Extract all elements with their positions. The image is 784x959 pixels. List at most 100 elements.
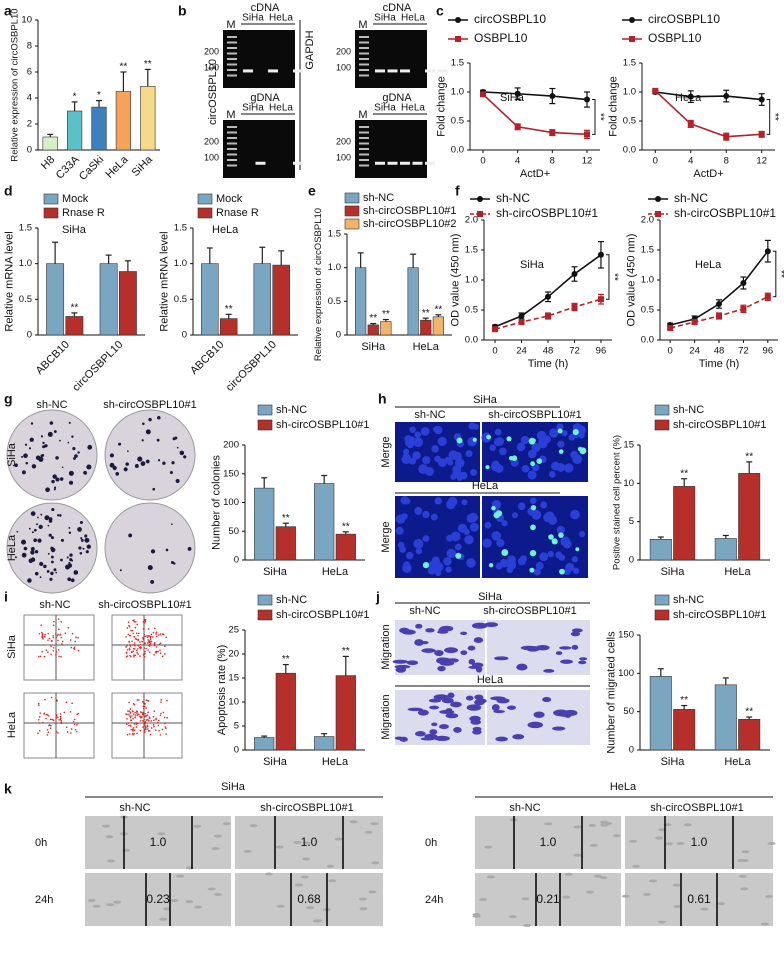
gel-lane: SiHa bbox=[374, 103, 396, 114]
line bbox=[494, 298, 602, 330]
legend-swatch bbox=[654, 594, 670, 606]
event bbox=[134, 711, 136, 714]
size-label: 100 bbox=[336, 152, 351, 162]
ladder-band bbox=[227, 36, 237, 38]
colony bbox=[79, 551, 83, 555]
group-label: HeLa bbox=[472, 480, 499, 492]
positive-cell bbox=[508, 455, 514, 461]
significance: * bbox=[73, 92, 77, 103]
event bbox=[50, 696, 53, 699]
event bbox=[154, 627, 156, 630]
cell bbox=[741, 850, 750, 854]
event bbox=[150, 633, 153, 636]
cell bbox=[673, 904, 682, 908]
event bbox=[126, 723, 128, 726]
colony bbox=[34, 550, 39, 554]
colony bbox=[34, 528, 37, 532]
colony bbox=[157, 415, 161, 420]
gel-band bbox=[255, 161, 266, 165]
gel-band bbox=[375, 69, 385, 73]
bar bbox=[380, 321, 392, 336]
cell bbox=[621, 894, 630, 898]
event bbox=[149, 641, 152, 643]
event bbox=[46, 734, 49, 736]
event bbox=[155, 631, 158, 634]
event bbox=[148, 645, 151, 647]
bracket bbox=[605, 254, 610, 300]
x-axis-label: Time (h) bbox=[699, 358, 740, 370]
nucleus bbox=[422, 456, 431, 465]
cell bbox=[371, 861, 380, 865]
significance: ** bbox=[745, 707, 753, 718]
colony bbox=[157, 459, 161, 462]
nucleus bbox=[521, 464, 530, 473]
cell bbox=[648, 879, 657, 883]
row-label: Merge bbox=[380, 521, 392, 552]
cell bbox=[473, 637, 484, 644]
legend-swatch bbox=[197, 193, 213, 205]
event bbox=[132, 632, 135, 635]
positive-cell bbox=[529, 567, 535, 573]
cell bbox=[359, 907, 368, 911]
event bbox=[131, 640, 133, 643]
point bbox=[545, 293, 551, 300]
point bbox=[549, 93, 556, 100]
x-tick-label: circOSBPL10 bbox=[70, 339, 125, 394]
cell bbox=[328, 879, 337, 883]
event bbox=[52, 646, 55, 649]
nucleus bbox=[491, 531, 502, 541]
colony bbox=[171, 523, 173, 525]
y-tick-label: 1.0 bbox=[451, 87, 464, 98]
event bbox=[45, 717, 47, 720]
ladder-band bbox=[227, 69, 237, 71]
event bbox=[125, 646, 127, 648]
x-tick-label: SiHa bbox=[263, 566, 288, 578]
point bbox=[492, 326, 499, 333]
event bbox=[160, 699, 163, 701]
positive-cell bbox=[491, 505, 496, 511]
y-tick-label: 0 bbox=[27, 330, 32, 341]
x-tick-label: ABCB10 bbox=[34, 339, 72, 377]
event bbox=[148, 641, 151, 644]
cell bbox=[471, 662, 484, 668]
cell bbox=[407, 707, 423, 712]
cell bbox=[571, 628, 583, 633]
cell bbox=[453, 727, 462, 733]
ladder-band bbox=[359, 159, 369, 161]
positive-cell bbox=[495, 510, 503, 517]
cell bbox=[421, 641, 429, 645]
legend-marker bbox=[477, 211, 483, 217]
y-tick-label: 2.0 bbox=[641, 215, 654, 226]
ladder-band bbox=[359, 148, 369, 150]
event bbox=[144, 619, 146, 621]
colony bbox=[24, 443, 28, 446]
event bbox=[142, 628, 145, 630]
cell bbox=[683, 823, 692, 827]
legend-label: sh-NC bbox=[674, 191, 708, 205]
event bbox=[61, 640, 64, 643]
annotation: ** bbox=[594, 113, 605, 121]
gel-lane: M bbox=[226, 109, 235, 121]
y-tick-label: 8 bbox=[27, 41, 32, 52]
y-axis-label: Fold change bbox=[435, 76, 447, 137]
cell bbox=[542, 697, 552, 703]
ladder-band bbox=[227, 47, 237, 49]
event bbox=[71, 632, 74, 635]
bar bbox=[432, 316, 444, 336]
y-tick-label: 0 bbox=[629, 555, 634, 566]
event bbox=[148, 716, 151, 719]
scratch-image bbox=[85, 873, 231, 926]
x-axis-label: Time (h) bbox=[528, 358, 569, 370]
nucleus bbox=[558, 554, 566, 561]
gel-lane: M bbox=[226, 19, 235, 31]
y-axis-label: Relative mRNA level bbox=[3, 231, 15, 331]
positive-cell bbox=[506, 436, 512, 442]
colony bbox=[109, 462, 115, 468]
event bbox=[158, 719, 160, 722]
cell bbox=[469, 715, 481, 722]
cell bbox=[368, 890, 377, 894]
gel-lane: SiHa bbox=[374, 13, 396, 24]
cell bbox=[445, 713, 459, 719]
x-axis-label: ActD+ bbox=[520, 168, 550, 180]
wound-ratio: 0.61 bbox=[687, 892, 711, 906]
